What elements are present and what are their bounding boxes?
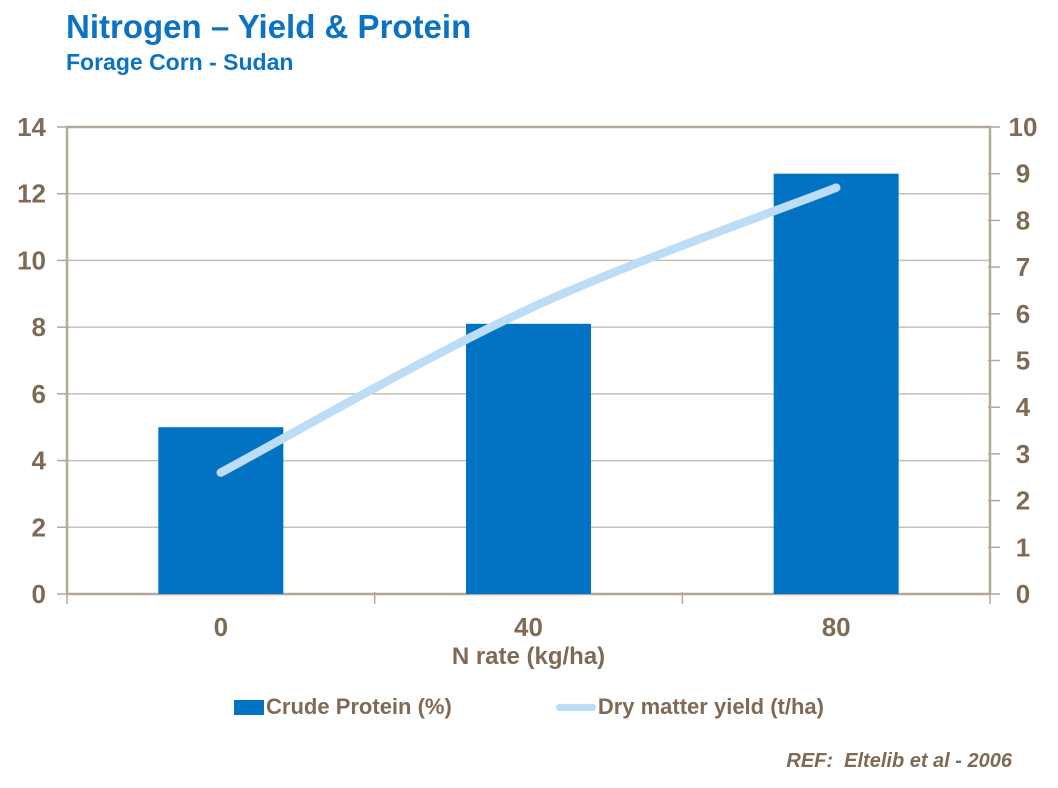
left-axis-tick-label: 12 [17, 179, 46, 209]
bar [158, 427, 284, 594]
line-series-swatch-icon [555, 703, 596, 711]
bar-series-swatch-icon [234, 699, 265, 715]
right-axis-tick-label: 8 [1016, 205, 1030, 235]
x-axis-tick-label: 0 [214, 612, 228, 642]
left-axis-tick-label: 6 [32, 379, 46, 409]
left-axis-tick-label: 0 [32, 579, 46, 609]
left-axis-tick-label: 14 [17, 112, 46, 142]
right-axis-tick-label: 3 [1016, 439, 1030, 469]
left-axis-tick-label: 8 [32, 312, 46, 342]
right-axis-tick-label: 2 [1016, 486, 1030, 516]
right-axis-tick-label: 7 [1016, 252, 1030, 282]
chart-legend: Crude Protein (%) Dry matter yield (t/ha… [0, 694, 1058, 720]
reference-citation: REF: Eltelib et al - 2006 [786, 750, 1012, 772]
right-axis-tick-label: 1 [1016, 532, 1030, 562]
left-axis-tick-label: 2 [32, 512, 46, 542]
x-axis-tick-label: 40 [514, 612, 543, 642]
right-axis-tick-label: 6 [1016, 299, 1030, 329]
bar [773, 173, 899, 594]
legend-label-dry-matter: Dry matter yield (t/ha) [597, 694, 824, 719]
x-axis-tick-label: 80 [822, 612, 851, 642]
right-axis-tick-label: 9 [1016, 159, 1030, 189]
right-axis-tick-label: 0 [1016, 579, 1030, 609]
right-axis-tick-label: 10 [1009, 112, 1038, 142]
legend-item-crude-protein: Crude Protein (%) [234, 694, 452, 720]
left-axis-tick-label: 4 [32, 446, 47, 476]
trend-line [216, 183, 841, 477]
legend-item-dry-matter: Dry matter yield (t/ha) [555, 694, 824, 720]
bar [466, 323, 591, 594]
right-axis-tick-label: 4 [1016, 392, 1031, 422]
chart-subtitle: Forage Corn - Sudan [66, 49, 294, 75]
right-axis-tick-label: 5 [1016, 346, 1030, 376]
chart-title: Nitrogen – Yield & Protein [66, 8, 472, 45]
left-axis-tick-label: 10 [17, 245, 46, 275]
x-axis-title: N rate (kg/ha) [451, 643, 606, 670]
legend-label-crude-protein: Crude Protein (%) [266, 694, 452, 719]
